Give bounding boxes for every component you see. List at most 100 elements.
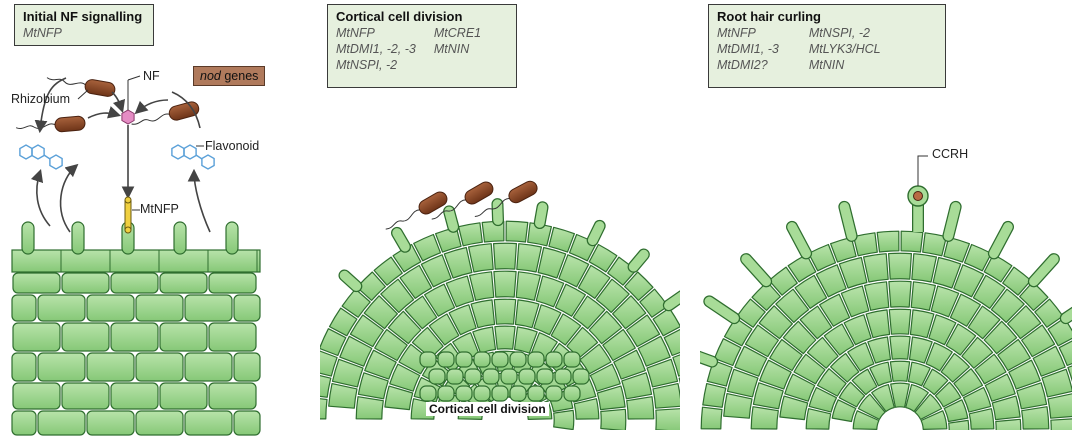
cortex-cell bbox=[12, 322, 61, 352]
root-cell bbox=[940, 352, 970, 383]
flavonoid-ring bbox=[31, 144, 45, 160]
root-cell bbox=[867, 336, 892, 364]
mtnfp-label: MtNFP bbox=[140, 202, 179, 216]
rhizobium-label: Rhizobium bbox=[11, 92, 71, 106]
root-cell bbox=[925, 342, 953, 372]
root-cell bbox=[726, 368, 759, 398]
root-cell bbox=[320, 398, 328, 420]
root-cell bbox=[331, 358, 364, 388]
root-cell bbox=[949, 293, 981, 327]
root-hair bbox=[444, 206, 458, 232]
root-cell bbox=[588, 243, 618, 273]
flagellum bbox=[431, 199, 467, 220]
root-cell bbox=[723, 393, 753, 419]
dividing-cell bbox=[419, 351, 437, 368]
root-cell bbox=[857, 393, 886, 420]
cortex-cell bbox=[208, 322, 257, 352]
panel-root-hair-box: Root hair curling MtNFP MtDMI1, -3 MtDMI… bbox=[708, 4, 946, 88]
cortex-cell bbox=[208, 272, 257, 294]
root-cell bbox=[920, 410, 948, 430]
root-hair bbox=[839, 202, 857, 241]
root-hair bbox=[989, 222, 1013, 259]
panel-title: Cortical cell division bbox=[336, 9, 463, 24]
root-cell bbox=[537, 246, 567, 279]
root-hair bbox=[225, 221, 239, 255]
cortex-cell bbox=[11, 294, 37, 322]
root-cell bbox=[962, 386, 992, 413]
flavonoid-ring bbox=[49, 154, 63, 170]
root-cell bbox=[655, 408, 680, 430]
root-cell bbox=[553, 409, 575, 430]
dividing-cell bbox=[563, 351, 581, 368]
cortex-cell bbox=[159, 322, 208, 352]
dividing-cell bbox=[509, 351, 527, 368]
root-cell bbox=[991, 395, 1021, 421]
root-cell bbox=[320, 350, 338, 377]
root-cell bbox=[349, 314, 384, 348]
cortex-cell bbox=[135, 294, 184, 322]
root-cell bbox=[637, 335, 671, 367]
dividing-cell bbox=[545, 351, 563, 368]
root-cell bbox=[900, 230, 924, 253]
dividing-cell bbox=[527, 385, 545, 402]
root-cell bbox=[997, 338, 1031, 372]
root-cell bbox=[445, 275, 475, 308]
cortex-cell bbox=[110, 382, 159, 410]
root-cell bbox=[554, 283, 586, 317]
root-cell bbox=[888, 252, 912, 280]
dividing-cell bbox=[455, 385, 473, 402]
root-cell bbox=[953, 264, 985, 298]
root-cell bbox=[1032, 345, 1066, 377]
dividing-cell bbox=[428, 368, 446, 385]
gene-label: MtDMI2? bbox=[717, 58, 768, 72]
root-hair bbox=[787, 222, 811, 259]
cortex-cell bbox=[11, 352, 37, 382]
root-cell bbox=[972, 274, 1006, 309]
root-cell bbox=[579, 343, 612, 375]
root-cell bbox=[702, 383, 727, 408]
root-hair bbox=[664, 291, 680, 311]
dividing-cell bbox=[509, 385, 527, 402]
bacterium-body bbox=[54, 115, 86, 133]
panel-title: Initial NF signalling bbox=[23, 9, 143, 24]
dividing-cell bbox=[419, 385, 437, 402]
root-cell bbox=[758, 305, 793, 340]
root-cell bbox=[389, 363, 421, 392]
root-cell bbox=[458, 222, 483, 247]
gene-label: MtNFP bbox=[336, 26, 375, 40]
rhizobium-bacterium bbox=[15, 115, 86, 133]
flagellum bbox=[474, 198, 511, 217]
cortex-cell bbox=[208, 382, 257, 410]
root-cell bbox=[357, 372, 389, 400]
root-cell bbox=[589, 363, 621, 392]
cortex-cell bbox=[61, 272, 110, 294]
entrapped-rhizobium bbox=[913, 191, 923, 201]
gene-label: MtNFP bbox=[23, 26, 62, 40]
root-cell bbox=[967, 305, 1001, 340]
gene-label: MtNSPI, -2 bbox=[808, 26, 870, 40]
root-cell bbox=[505, 220, 529, 243]
dividing-cell bbox=[518, 368, 536, 385]
dividing-cell bbox=[455, 351, 473, 368]
root-cell bbox=[428, 313, 460, 346]
flavonoid-label: Flavonoid bbox=[205, 139, 260, 153]
root-cell bbox=[626, 396, 655, 420]
root-cell bbox=[533, 304, 562, 336]
root-cell bbox=[424, 283, 456, 317]
gene-label: MtNIN bbox=[808, 58, 845, 72]
root-cell bbox=[847, 342, 875, 372]
root-hair bbox=[1029, 254, 1059, 287]
panel-title: Root hair curling bbox=[717, 9, 821, 24]
root-cell bbox=[819, 293, 851, 327]
root-cell bbox=[678, 377, 680, 385]
root-cell bbox=[494, 325, 516, 350]
dividing-cell bbox=[536, 368, 554, 385]
root-cell bbox=[387, 310, 422, 345]
dividing-cell bbox=[554, 368, 572, 385]
cortex-cell bbox=[12, 272, 61, 294]
root-cell bbox=[909, 309, 935, 339]
root-cell bbox=[493, 270, 517, 298]
root-cell bbox=[852, 410, 880, 430]
root-cell bbox=[928, 314, 957, 346]
